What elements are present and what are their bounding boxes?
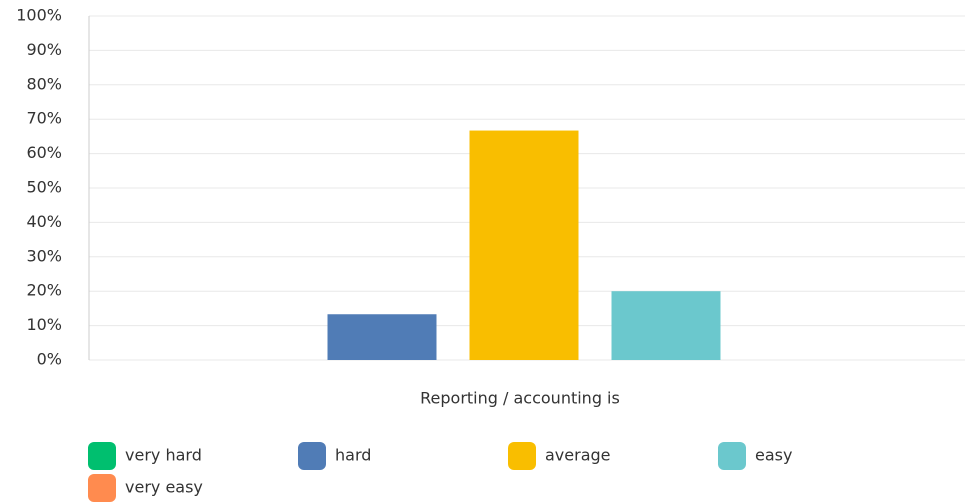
legend-label: hard [335, 446, 371, 465]
y-tick-label: 50% [26, 178, 62, 197]
legend-swatch [718, 442, 746, 470]
legend-swatch [88, 442, 116, 470]
y-tick-label: 30% [26, 246, 62, 265]
bar [469, 130, 579, 360]
legend-label: easy [755, 446, 792, 465]
legend-label: very hard [125, 446, 202, 465]
y-tick-label: 60% [26, 143, 62, 162]
legend-swatch [88, 474, 116, 502]
y-tick-label: 90% [26, 40, 62, 59]
legend-label: very easy [125, 478, 203, 497]
y-tick-label: 0% [37, 350, 62, 369]
y-tick-label: 10% [26, 315, 62, 334]
y-tick-label: 100% [16, 6, 62, 25]
y-tick-label: 80% [26, 74, 62, 93]
legend-swatch [298, 442, 326, 470]
legend-swatch [508, 442, 536, 470]
y-tick-label: 70% [26, 109, 62, 128]
y-tick-label: 40% [26, 212, 62, 231]
bar [327, 314, 437, 360]
y-tick-label: 20% [26, 281, 62, 300]
x-axis-label: Reporting / accounting is [420, 389, 620, 408]
bar [611, 291, 721, 360]
legend-label: average [545, 446, 611, 465]
